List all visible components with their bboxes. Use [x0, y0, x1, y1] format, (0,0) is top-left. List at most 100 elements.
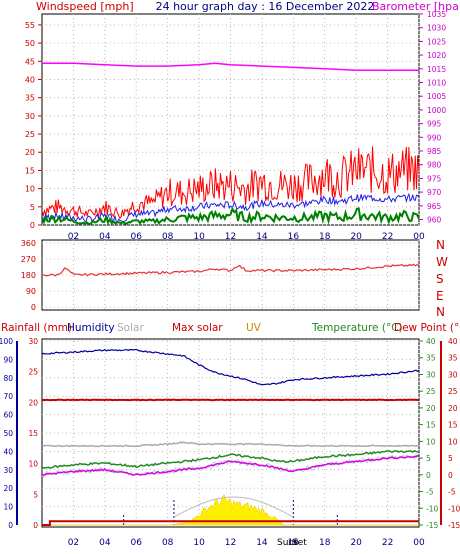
temp-tick-label: 20 — [426, 404, 436, 413]
wind-x-tick-label: 22 — [382, 232, 393, 242]
compass-w: W — [436, 255, 448, 269]
baro-y-tick-label: 1035 — [427, 10, 446, 19]
wind-y-tick-label: 15 — [25, 166, 35, 175]
wind-low-line — [41, 206, 420, 226]
baro-y-tick-label: 970 — [427, 188, 442, 197]
legend-dew-point: Dew Point (°C) — [394, 322, 460, 334]
wind-x-tick-label: 16 — [288, 232, 300, 242]
dewpoint-tick-label: -5 — [448, 488, 456, 497]
legend-max-solar: Max solar — [172, 322, 223, 334]
baro-y-tick-label: 1025 — [427, 37, 446, 46]
legend-rainfall: Rainfall (mm) — [1, 322, 72, 334]
baro-y-tick-label: 960 — [427, 216, 442, 225]
bottom-x-tick-label: 08 — [162, 538, 174, 548]
wind-average-line — [41, 192, 420, 224]
dir-y-tick-label: 180 — [21, 271, 36, 280]
wind-x-tick-label: 04 — [99, 232, 111, 242]
dir-y-tick-label: 360 — [21, 239, 36, 248]
legend-humidity: Humidity — [67, 322, 115, 334]
baro-y-tick-label: 1010 — [427, 79, 446, 88]
baro-y-tick-label: 1030 — [427, 24, 446, 33]
bottom-x-tick-label: 20 — [350, 538, 362, 548]
temp-tick-label: -10 — [426, 504, 438, 513]
wind-x-tick-label: 02 — [68, 232, 79, 242]
bottom-x-tick-label: 02 — [68, 538, 79, 548]
bottom-x-tick-label: 04 — [99, 538, 111, 548]
temp-tick-label: -15 — [426, 521, 438, 530]
bottom-x-tick-label: 18 — [319, 538, 331, 548]
max-solar-line — [41, 398, 420, 402]
wind-y-tick-label: 0 — [30, 221, 35, 230]
baro-y-tick-label: 990 — [427, 133, 442, 142]
temp-tick-label: 40 — [426, 337, 436, 346]
bottom-x-tick-label: 22 — [382, 538, 393, 548]
baro-y-tick-label: 985 — [427, 147, 442, 156]
tick-labels: 02 04 06 08 10 12 14 16 18 20 22 000510152025303540… — [0, 10, 460, 548]
wind-x-tick-label: 00 — [413, 232, 425, 242]
wind-x-tick-label: 06 — [131, 232, 143, 242]
compass-e: E — [436, 289, 444, 303]
temp-tick-label: 0 — [426, 471, 431, 480]
legend-solar: Solar — [117, 322, 144, 334]
wind-y-tick-label: 25 — [25, 130, 35, 139]
humidity-tick-label: 0 — [8, 521, 13, 530]
dir-y-tick-label: 270 — [21, 255, 36, 264]
compass-n-top: N — [436, 238, 445, 252]
solar-line — [41, 441, 419, 448]
humidity-tick-label: 10 — [3, 503, 13, 512]
compass-s: S — [436, 272, 444, 286]
series-layer — [41, 62, 420, 526]
temp-tick-label: 30 — [426, 370, 436, 379]
rain-tick-label: 10 — [28, 460, 38, 469]
dir-y-tick-label: 0 — [31, 303, 36, 312]
dir-y-tick-label: 90 — [26, 287, 36, 296]
humidity-tick-label: 70 — [3, 392, 13, 401]
wind-x-tick-label: 14 — [256, 232, 268, 242]
wind-y-tick-label: 10 — [25, 185, 35, 194]
dewpoint-tick-label: 40 — [448, 337, 458, 346]
baro-y-tick-label: 965 — [427, 202, 442, 211]
baro-y-tick-label: 1020 — [427, 51, 446, 60]
dewpoint-tick-label: -15 — [448, 521, 460, 530]
wind-x-tick-label: 10 — [193, 232, 205, 242]
wind-y-tick-label: 35 — [25, 94, 35, 103]
humidity-tick-label: 100 — [0, 337, 13, 346]
dewpoint-tick-label: 0 — [448, 471, 453, 480]
baro-y-tick-label: 1005 — [427, 92, 446, 101]
barometer-line — [42, 62, 419, 71]
humidity-tick-label: 40 — [3, 447, 13, 456]
rain-tick-label: 0 — [33, 521, 38, 530]
dewpoint-tick-label: 15 — [448, 421, 458, 430]
wind-direction-line — [41, 263, 420, 277]
bottom-x-tick-label: 12 — [225, 538, 236, 548]
baro-y-tick-label: 995 — [427, 120, 442, 129]
rain-tick-label: 25 — [28, 368, 38, 377]
humidity-tick-label: 80 — [3, 374, 13, 383]
temp-tick-label: -5 — [426, 488, 434, 497]
wind-y-tick-label: 55 — [25, 21, 35, 30]
baro-y-tick-label: 975 — [427, 174, 442, 183]
barometer-axis-label: Barometer [hpa] — [372, 0, 460, 13]
baro-y-tick-label: 1015 — [427, 65, 446, 74]
humidity-tick-label: 90 — [3, 355, 13, 364]
dewpoint-tick-label: 35 — [448, 354, 458, 363]
graph-title: 24 hour graph day : 16 December 2022 — [156, 0, 375, 13]
wind-x-tick-label: 20 — [350, 232, 362, 242]
humidity-line — [41, 348, 420, 386]
rain-tick-label: 20 — [28, 398, 38, 407]
humidity-tick-label: 20 — [3, 484, 13, 493]
wind-panel-frame — [41, 13, 420, 226]
wind-x-tick-label: 08 — [162, 232, 174, 242]
dewpoint-tick-label: 10 — [448, 437, 458, 446]
humidity-tick-label: 60 — [3, 411, 13, 420]
rain-tick-label: 30 — [28, 337, 38, 346]
rain-tick-label: 15 — [28, 429, 38, 438]
dew-point-line — [41, 454, 420, 476]
wind-x-tick-label: 12 — [225, 232, 236, 242]
legend-temperature: Temperature (°C) — [311, 322, 403, 334]
temp-tick-label: 25 — [426, 387, 436, 396]
bottom-x-tick-label: 14 — [256, 538, 268, 548]
rainfall-line — [42, 520, 419, 526]
wind-y-tick-label: 30 — [25, 112, 35, 121]
